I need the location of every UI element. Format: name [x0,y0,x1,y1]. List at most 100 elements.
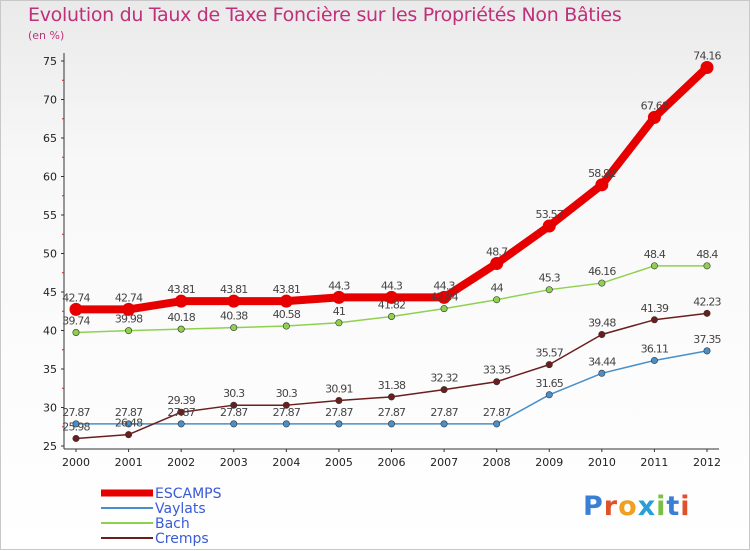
data-point-escamps [542,219,556,233]
data-label-bach: 41 [333,305,345,318]
data-label-vaylats: 27.87 [378,406,406,419]
data-label-vaylats: 27.87 [430,406,458,419]
data-point-escamps [700,60,714,74]
x-tick-label: 2004 [272,456,300,469]
x-tick-label: 2010 [588,456,616,469]
data-point-bach [387,312,395,320]
data-point-cremps [598,331,606,339]
x-tick-label: 2012 [693,456,721,469]
y-tick-label: 30 [43,402,57,415]
data-point-vaylats [230,420,238,428]
data-label-bach: 39.98 [115,313,143,326]
data-label-cremps: 35.57 [536,347,564,360]
data-point-bach [650,262,658,270]
x-tick-label: 2001 [115,456,143,469]
y-tick-label: 40 [43,325,57,338]
data-point-escamps [437,290,451,304]
logo-letter: i [656,491,667,522]
data-point-cremps [72,434,80,442]
data-label-cremps: 41.39 [641,302,669,315]
data-point-escamps [595,178,609,192]
data-label-vaylats: 37.35 [693,333,721,346]
data-label-cremps: 25.98 [62,420,90,433]
data-point-bach [335,319,343,327]
y-tick-label: 60 [43,171,57,184]
data-point-escamps [647,110,661,124]
data-point-vaylats [387,420,395,428]
logo-letter: t [666,491,681,522]
data-label-escamps: 53.57 [536,208,564,221]
x-tick-label: 2007 [430,456,458,469]
x-tick-label: 2000 [62,456,90,469]
data-label-cremps: 31.38 [378,379,406,392]
data-point-escamps [174,294,188,308]
data-label-cremps: 26.48 [115,417,143,430]
data-point-escamps [385,290,398,304]
x-tick-label: 2005 [325,456,353,469]
data-label-cremps: 30.91 [325,382,353,395]
data-point-vaylats [545,391,553,399]
data-label-escamps: 58.92 [588,167,616,180]
data-point-bach [545,286,553,294]
data-point-cremps [545,361,553,369]
data-label-bach: 46.16 [588,265,616,278]
data-label-cremps: 30.3 [276,387,298,400]
data-label-cremps: 32.32 [430,372,458,385]
data-point-cremps [230,401,238,409]
data-label-bach: 40.38 [220,310,248,323]
data-label-escamps: 42.74 [115,291,143,304]
data-point-escamps [279,294,293,308]
data-point-vaylats [493,420,501,428]
data-point-vaylats [335,420,343,428]
chart-subtitle: (en %) [28,29,65,42]
data-point-vaylats [703,347,711,355]
data-point-escamps [332,290,346,304]
data-label-bach: 40.58 [273,308,301,321]
data-point-vaylats [440,420,448,428]
x-tick-label: 2009 [535,456,563,469]
data-label-bach: 48.4 [644,248,666,261]
y-tick-label: 55 [43,209,57,222]
y-tick-label: 65 [43,132,57,145]
x-tick-label: 2002 [167,456,195,469]
y-tick-label: 35 [43,363,57,376]
data-label-vaylats: 34.44 [588,355,616,368]
data-point-cremps [440,386,448,394]
y-tick-label: 70 [43,94,57,107]
data-label-cremps: 42.23 [693,295,721,308]
logo-letter: r [603,491,619,522]
data-point-cremps [177,408,185,416]
data-label-vaylats: 36.11 [641,342,669,355]
legend-label-vaylats: Vaylats [155,501,206,517]
series-line-cremps [75,312,708,440]
y-tick-label: 50 [43,248,57,261]
data-label-escamps: 44.3 [381,279,403,292]
proxiti-logo: Proxiti [583,491,691,522]
data-point-escamps [227,294,241,308]
data-point-bach [177,325,185,333]
logo-letter: x [637,491,657,522]
logo-letter: o [618,491,638,522]
data-point-cremps [335,396,343,404]
data-label-bach: 39.74 [62,315,90,328]
data-label-escamps: 43.81 [273,283,301,296]
chart-title: Evolution du Taux de Taxe Foncière sur l… [28,4,622,26]
data-label-escamps: 42.74 [62,291,90,304]
data-point-escamps [490,257,504,271]
data-label-escamps: 43.81 [220,283,248,296]
data-point-cremps [650,316,658,324]
x-tick-label: 2011 [640,456,668,469]
data-label-escamps: 74.16 [693,49,721,62]
data-point-cremps [493,378,501,386]
data-point-cremps [703,309,711,317]
data-point-cremps [387,393,395,401]
data-label-vaylats: 27.87 [220,406,248,419]
data-point-bach [125,327,133,335]
legend-label-escamps: ESCAMPS [155,486,222,502]
data-label-escamps: 67.68 [641,99,669,112]
data-label-bach: 45.3 [539,272,561,285]
legend-label-bach: Bach [155,516,190,532]
logo-letter: P [583,491,604,522]
y-tick-label: 25 [43,440,57,453]
